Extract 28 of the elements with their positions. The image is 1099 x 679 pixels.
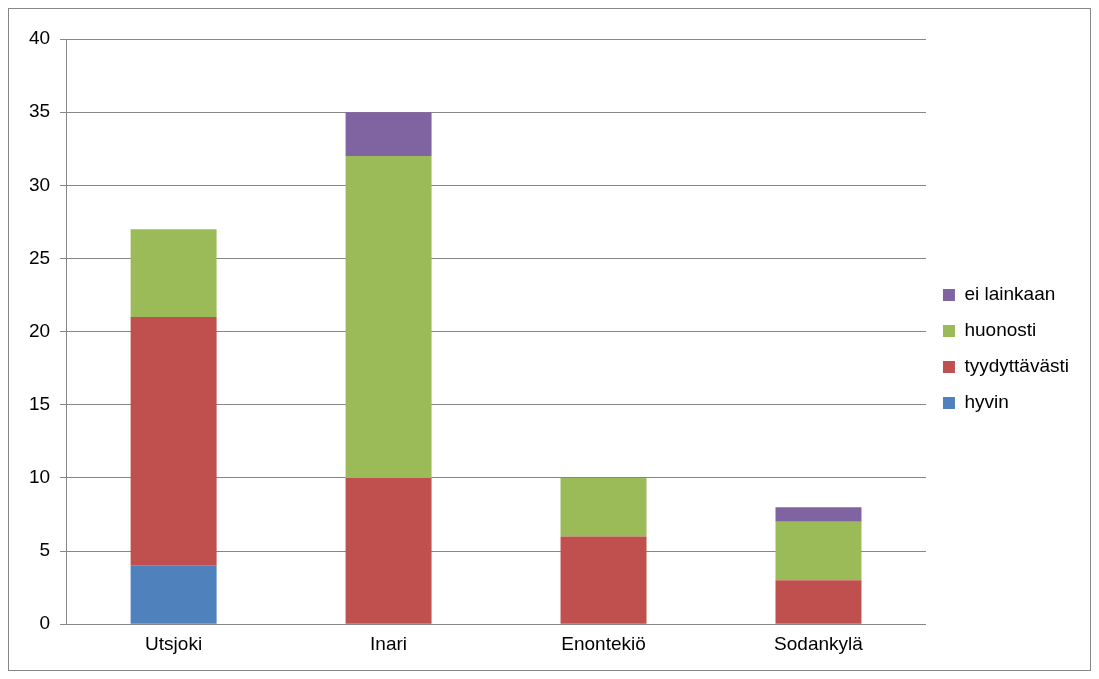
x-tick-label: Enontekiö xyxy=(561,632,646,654)
bar xyxy=(560,477,647,537)
bar xyxy=(775,521,862,581)
bar xyxy=(560,536,647,624)
bar xyxy=(775,507,862,522)
y-tick-label: 15 xyxy=(28,392,51,414)
bar xyxy=(130,229,217,317)
y-tick-label: 10 xyxy=(28,466,51,488)
legend-label: hyvin xyxy=(964,391,1009,413)
y-tick-label: 35 xyxy=(28,100,51,122)
y-tick-label: 20 xyxy=(28,319,51,341)
x-tick-label: Utsjoki xyxy=(145,632,203,654)
x-tick-label: Sodankylä xyxy=(774,632,864,654)
legend-label: tyydyttävästi xyxy=(964,355,1070,377)
bar xyxy=(345,156,432,478)
bar xyxy=(130,316,217,566)
legend-label: huonosti xyxy=(964,319,1037,341)
x-tick-label: Inari xyxy=(370,632,408,654)
bar xyxy=(345,477,432,624)
y-tick-label: 5 xyxy=(39,539,51,561)
bar xyxy=(775,580,862,624)
y-tick-label: 0 xyxy=(39,612,51,634)
bar xyxy=(130,565,217,624)
bar xyxy=(345,112,432,157)
legend-label: ei lainkaan xyxy=(964,283,1056,305)
y-tick-label: 30 xyxy=(28,173,51,195)
y-tick-label: 25 xyxy=(28,246,51,268)
y-tick-label: 40 xyxy=(28,27,51,49)
